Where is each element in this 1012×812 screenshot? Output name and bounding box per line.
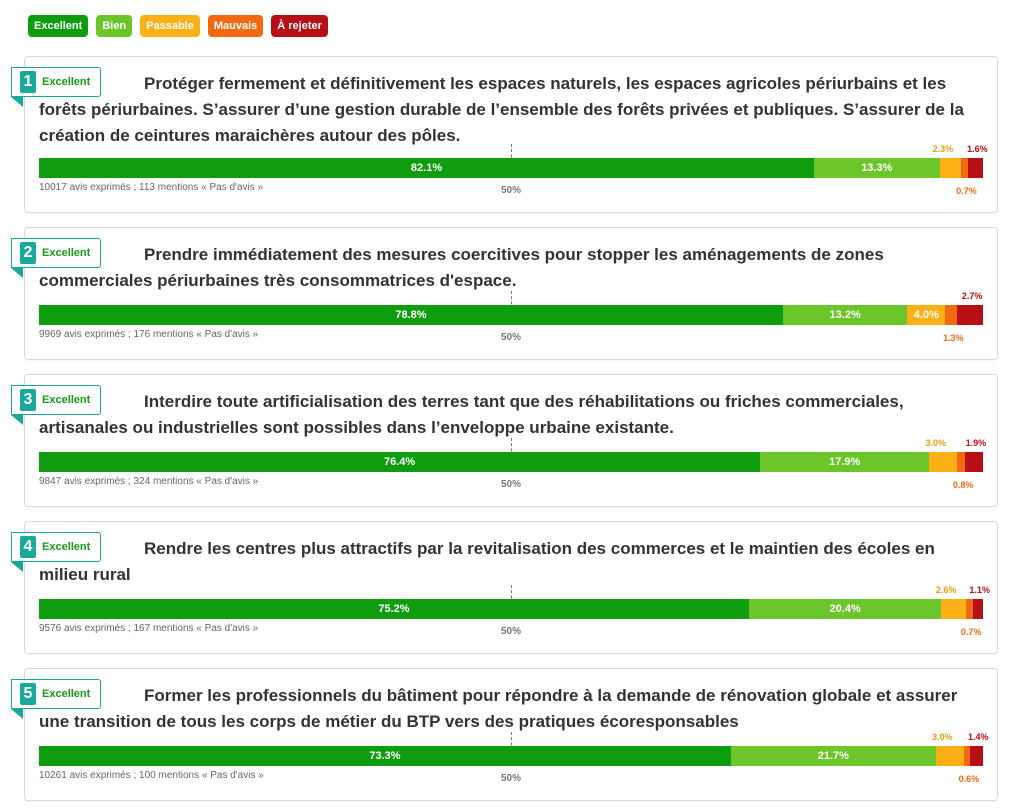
- proposal-card: 2 Excellent Prendre immédiatement des mesu…: [11, 227, 998, 360]
- small-segment-label: 1.9%: [965, 438, 987, 448]
- median-label: 50%: [500, 626, 522, 637]
- legend-chip: Passable: [140, 15, 200, 37]
- small-segment-label: 0.7%: [956, 186, 977, 196]
- rank-badge: 4 Excellent: [11, 532, 102, 572]
- proposal-card: 3 Excellent Interdire toute artificialisat…: [11, 374, 998, 507]
- proposal-card: 4 Excellent Rendre les centres plus attrac…: [11, 521, 998, 654]
- rank-number: 2: [20, 242, 36, 264]
- median-label: 50%: [500, 479, 522, 490]
- median-label: 50%: [500, 185, 522, 196]
- small-segment-label: 0.8%: [952, 480, 974, 490]
- stacked-bar: 82.1% 13.3%: [39, 158, 983, 178]
- small-segment-label: 2.3%: [932, 144, 954, 154]
- bar-segment-mauvais: [945, 305, 958, 325]
- bar-segment-mauvais: [965, 599, 973, 619]
- bar-segment-bien: 20.4%: [748, 599, 942, 619]
- stacked-bar: 73.3% 21.7%: [39, 746, 983, 766]
- bar-segment-excellent: 76.4%: [39, 452, 761, 472]
- median-label: 50%: [500, 773, 522, 784]
- bar-segment-mauvais: [964, 746, 970, 766]
- rank-grade-label: Excellent: [42, 247, 91, 259]
- votes-count: 10017 avis exprimés ; 113 mentions « Pas…: [39, 182, 264, 193]
- bar-segment-bien: 13.3%: [814, 158, 940, 178]
- bar-segment-excellent: 73.3%: [39, 746, 731, 766]
- proposal-title: Rendre les centres plus attractifs par l…: [39, 539, 935, 584]
- bar-segment-rejeter: [969, 746, 983, 766]
- small-segment-label: 2.7%: [961, 291, 983, 301]
- bar-segment-passable: [939, 158, 962, 178]
- proposal-title: Prendre immédiatement des mesures coerci…: [39, 245, 884, 290]
- proposal-card: 5 Excellent Former les professionnels du b…: [11, 668, 998, 801]
- small-segment-label: 1.1%: [969, 585, 990, 595]
- median-label: 50%: [500, 332, 522, 343]
- bar-segment-passable: [929, 452, 958, 472]
- small-segment-label: 3.0%: [925, 438, 947, 448]
- rank-number: 4: [20, 536, 36, 558]
- stacked-bar: 76.4% 17.9%: [39, 452, 983, 472]
- bar-segment-rejeter: [972, 599, 983, 619]
- rank-number: 5: [20, 683, 36, 705]
- rank-badge: 2 Excellent: [11, 238, 102, 278]
- rank-number: 3: [20, 389, 36, 411]
- stacked-bar-area: 3.0% 0.6% 1.4% 73.3% 21.7% 50% 10261 avis expr…: [39, 728, 989, 786]
- bar-segment-excellent: 78.8%: [39, 305, 783, 325]
- rank-grade-label: Excellent: [42, 541, 91, 553]
- legend-chip: Bien: [96, 15, 133, 37]
- small-segment-label: 0.6%: [958, 774, 980, 784]
- votes-count: 10261 avis exprimés ; 100 mentions « Pas…: [39, 770, 264, 781]
- votes-count: 9969 avis exprimés ; 176 mentions « Pas …: [39, 329, 259, 340]
- bar-segment-excellent: 82.1%: [39, 158, 815, 178]
- bar-segment-rejeter: [957, 305, 983, 325]
- proposal-title: Protéger fermement et définitivement les…: [39, 74, 964, 145]
- bar-segment-mauvais: [957, 452, 966, 472]
- proposal-title: Former les professionnels du bâtiment po…: [39, 686, 958, 731]
- legend-chip: À rejeter: [271, 15, 328, 37]
- bar-segment-passable: [941, 599, 966, 619]
- stacked-bar: 78.8% 13.2% 4.0%: [39, 305, 983, 325]
- stacked-bar-area: 3.0% 0.8% 1.9% 76.4% 17.9% 50% 9847 avis expri…: [39, 434, 986, 492]
- bar-segment-excellent: 75.2%: [39, 599, 749, 619]
- bar-segment-passable: [935, 746, 965, 766]
- stacked-bar-area: 1.3% 2.7% 78.8% 13.2% 4.0% 50% 9969 avis expri…: [39, 287, 983, 345]
- small-segment-label: 1.3%: [942, 333, 964, 343]
- votes-count: 9847 avis exprimés ; 324 mentions « Pas …: [39, 476, 259, 487]
- small-segment-label: 2.6%: [935, 585, 957, 595]
- small-segment-label: 3.0%: [932, 732, 953, 742]
- rank-grade-label: Excellent: [42, 76, 91, 88]
- small-segment-label: 0.7%: [960, 627, 982, 637]
- legend-chip: Mauvais: [207, 15, 264, 37]
- proposal-card: 1 Excellent Protéger fermement et définiti…: [11, 56, 998, 213]
- bar-segment-passable: 4.0%: [907, 305, 946, 325]
- proposal-title: Interdire toute artificialisation des te…: [39, 392, 904, 437]
- bar-segment-mauvais: [961, 158, 968, 178]
- legend: Excellent Bien Passable Mauvais À rejeter: [28, 15, 328, 37]
- stacked-bar-area: 2.3% 0.7% 1.6% 82.1% 13.3% 50% 10017 avis expr…: [39, 140, 988, 198]
- legend-chip: Excellent: [28, 15, 89, 37]
- rank-badge: 1 Excellent: [11, 67, 102, 107]
- votes-count: 9576 avis exprimés ; 167 mentions « Pas …: [39, 623, 259, 634]
- rank-number: 1: [20, 71, 36, 93]
- bar-segment-bien: 17.9%: [760, 452, 930, 472]
- small-segment-label: 1.4%: [968, 732, 989, 742]
- bar-segment-rejeter: [967, 158, 983, 178]
- bar-segment-bien: 21.7%: [730, 746, 936, 766]
- rank-grade-label: Excellent: [42, 394, 91, 406]
- stacked-bar: 75.2% 20.4%: [39, 599, 983, 619]
- rank-badge: 5 Excellent: [11, 679, 102, 719]
- rank-badge: 3 Excellent: [11, 385, 102, 425]
- rank-grade-label: Excellent: [42, 688, 91, 700]
- stacked-bar-area: 2.6% 0.7% 1.1% 75.2% 20.4% 50% 9576 avis expri…: [39, 581, 990, 639]
- bar-segment-bien: 13.2%: [782, 305, 908, 325]
- small-segment-label: 1.6%: [967, 144, 988, 154]
- bar-segment-rejeter: [965, 452, 983, 472]
